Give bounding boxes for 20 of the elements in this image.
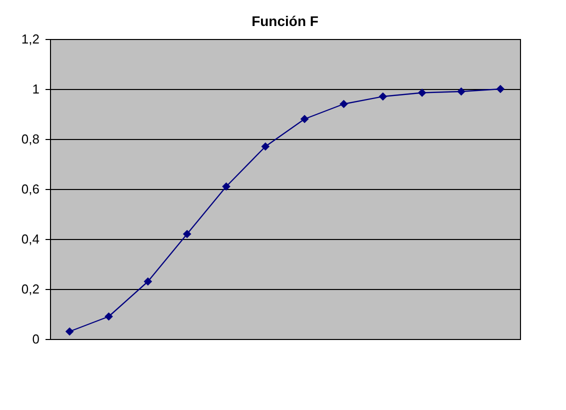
point	[496, 84, 505, 94]
y-tick-label: 0	[32, 332, 40, 346]
y-tick-label: 0,4	[21, 232, 40, 246]
point	[222, 182, 230, 191]
point	[65, 327, 74, 336]
y-tick-label: 1,2	[21, 32, 40, 46]
point	[261, 142, 270, 151]
y-tick-label: 1	[32, 82, 40, 96]
y-tick-label: 0,8	[21, 132, 40, 146]
point	[340, 100, 348, 108]
y-tick-label: 0,6	[21, 182, 40, 196]
point	[104, 312, 113, 321]
point	[378, 92, 388, 101]
point	[300, 114, 309, 124]
point	[182, 230, 192, 238]
y-tick-label: 0,2	[21, 282, 40, 296]
chart-title: Función F	[252, 13, 319, 29]
point	[144, 277, 152, 286]
point	[418, 88, 426, 97]
point	[457, 87, 466, 96]
